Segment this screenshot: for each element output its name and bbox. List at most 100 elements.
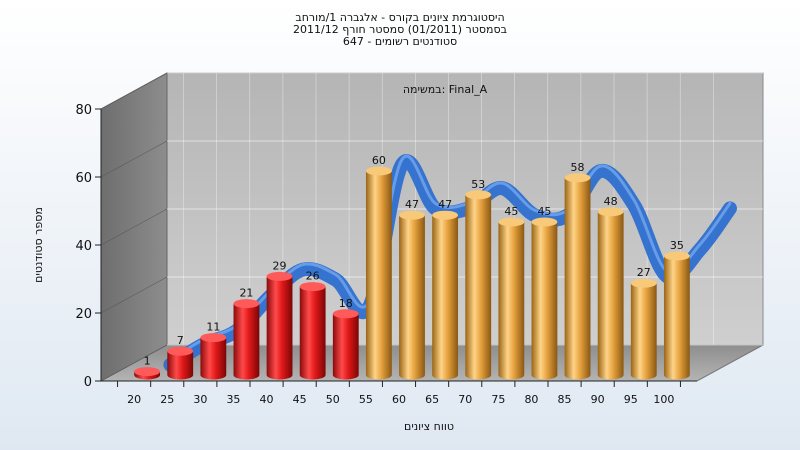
gridline-left <box>100 140 168 178</box>
gridline-left <box>100 72 168 110</box>
bar-value-label: 26 <box>306 270 320 283</box>
bar-top <box>167 346 194 356</box>
bar-value-label: 35 <box>670 239 684 252</box>
bar-top <box>266 271 293 281</box>
bar <box>134 367 161 380</box>
bar-top <box>630 278 657 288</box>
x-tick-label: 60 <box>392 393 406 406</box>
x-tick-label: 95 <box>624 393 638 406</box>
bar-value-label: 7 <box>177 334 184 347</box>
bar-value-label: 60 <box>372 154 386 167</box>
bar <box>399 210 425 380</box>
x-tick-label: 35 <box>226 393 240 406</box>
bar-top <box>299 282 326 292</box>
bar-body <box>332 313 359 380</box>
bar <box>233 299 260 380</box>
bar <box>432 210 459 380</box>
chart-title-line-1: היסטוגרמת ציונים בקורס - אלגברה 1/מורחב <box>295 11 505 24</box>
x-tick-label: 45 <box>293 393 307 406</box>
bar-body <box>630 283 657 380</box>
gridline-left <box>100 208 168 246</box>
bar-value-label: 11 <box>206 321 220 334</box>
bar <box>167 346 194 380</box>
bar-top <box>432 210 459 220</box>
x-tick-label: 85 <box>558 393 572 406</box>
bar <box>266 271 293 380</box>
bar-value-label: 27 <box>637 266 651 279</box>
bar-top <box>465 190 492 200</box>
bar-value-label: 45 <box>504 205 518 218</box>
x-tick-label: 80 <box>524 393 538 406</box>
x-tick-label: 20 <box>127 393 141 406</box>
x-tick-label: 75 <box>491 393 505 406</box>
chart-title-line-3: סטודנטים רשומים - 647 <box>342 35 458 48</box>
bar-top <box>663 251 690 261</box>
bar-body <box>299 286 326 380</box>
x-tick-label: 70 <box>458 393 472 406</box>
bar-body <box>564 177 591 380</box>
gridline-left <box>100 344 168 382</box>
bar-top <box>365 166 392 176</box>
bar-top <box>498 217 525 227</box>
bar-body <box>266 276 293 380</box>
bar-value-label: 21 <box>239 287 253 300</box>
x-tick-label: 65 <box>425 393 439 406</box>
bar-body <box>498 222 525 380</box>
bar <box>630 278 657 380</box>
bar-body <box>531 222 558 380</box>
bar-value-label: 18 <box>339 297 353 310</box>
bar-body <box>233 303 260 380</box>
bar-top <box>399 210 425 220</box>
bar-top <box>233 299 260 309</box>
bar-body <box>399 215 425 380</box>
bar-top <box>564 173 591 183</box>
bar <box>531 217 558 380</box>
bar-body <box>365 171 392 380</box>
x-tick-label: 40 <box>260 393 274 406</box>
bar-top <box>134 367 161 377</box>
bar-top <box>200 333 227 343</box>
x-tick-label: 90 <box>591 393 605 406</box>
bar-top <box>531 217 558 227</box>
bar-value-label: 29 <box>273 259 287 272</box>
y-axis-title: מספר סטודנטים <box>32 207 45 283</box>
gridline-left <box>100 276 168 314</box>
bar <box>332 309 359 380</box>
bar <box>597 207 624 380</box>
x-tick-label: 25 <box>160 393 174 406</box>
bar-value-label: 58 <box>571 161 585 174</box>
bar-value-label: 53 <box>471 178 485 191</box>
bar <box>498 217 525 380</box>
bar-value-label: 47 <box>438 198 452 211</box>
bar-value-label: 48 <box>604 195 618 208</box>
bar <box>299 282 326 380</box>
bar-value-label: 1 <box>144 355 151 368</box>
bar <box>200 333 227 380</box>
bar-top <box>332 309 359 319</box>
y-tick-label: 20 <box>75 307 92 322</box>
y-tick-label: 80 <box>75 103 92 118</box>
bar <box>564 173 591 380</box>
x-tick-label: 30 <box>193 393 207 406</box>
bar-body <box>597 211 624 380</box>
chart-title-line-2: בסמסטר (01/2011) סמסטר חורף 2011/12 <box>293 23 507 36</box>
y-tick-label: 40 <box>75 239 92 254</box>
x-axis-title: טווח ציונים <box>404 420 454 433</box>
x-tick-label: 100 <box>653 393 674 406</box>
bar <box>663 251 690 380</box>
bar-body <box>663 256 690 380</box>
y-tick-label: 60 <box>75 171 92 186</box>
x-tick-label: 50 <box>326 393 340 406</box>
task-label: במשימה: Final_A <box>403 83 488 96</box>
bar <box>465 190 492 380</box>
bar <box>365 166 392 380</box>
bar-value-label: 47 <box>405 198 419 211</box>
y-tick-label: 0 <box>84 375 92 390</box>
bar-body <box>432 215 459 380</box>
bar-top <box>597 207 624 217</box>
bar-value-label: 45 <box>537 205 551 218</box>
x-tick-label: 55 <box>359 393 373 406</box>
bar-body <box>200 337 227 380</box>
bar-body <box>167 351 194 380</box>
